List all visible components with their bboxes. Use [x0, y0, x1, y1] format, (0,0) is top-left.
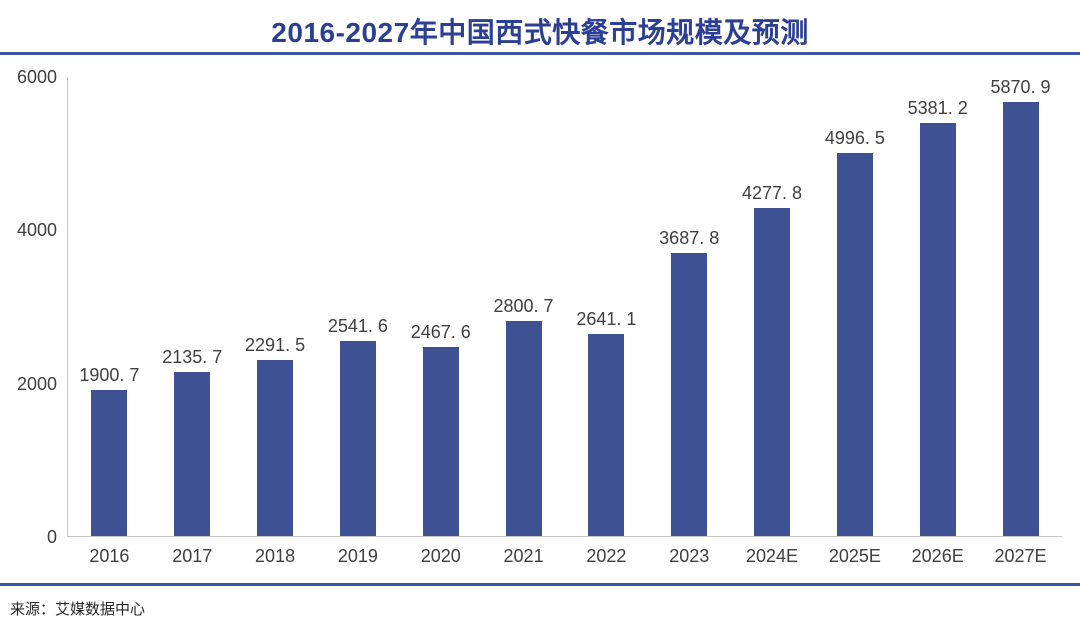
bar-value-label: 5381. 2	[907, 98, 968, 119]
bar-value-label: 2800. 7	[493, 296, 554, 317]
bar-group: 3687. 8	[648, 77, 731, 536]
title-divider	[0, 52, 1080, 55]
bar-group: 2135. 7	[151, 77, 234, 536]
x-tick-label: 2021	[503, 546, 544, 566]
bar-value-label: 2291. 5	[245, 335, 306, 356]
bar	[505, 321, 542, 536]
bar	[91, 390, 128, 536]
bottom-divider	[0, 583, 1080, 586]
x-tick-label: 2017	[172, 546, 213, 566]
x-tick-label: 2026E	[911, 546, 964, 566]
bar-group: 5870. 9	[979, 77, 1062, 536]
bar-value-label: 2541. 6	[327, 316, 388, 337]
x-tick-label: 2020	[420, 546, 461, 566]
bar-group: 4996. 5	[813, 77, 896, 536]
bar-value-label: 1900. 7	[79, 365, 140, 386]
bar	[174, 372, 211, 536]
bar-group: 2641. 1	[565, 77, 648, 536]
bar-group: 4277. 8	[731, 77, 814, 536]
bar-value-label: 2135. 7	[162, 347, 223, 368]
bar-value-label: 4277. 8	[742, 183, 803, 204]
bar-value-label: 2641. 1	[576, 308, 637, 329]
bar	[671, 253, 708, 536]
y-tick-label: 0	[46, 527, 57, 547]
y-tick-label: 4000	[16, 220, 57, 241]
x-tick-label: 2023	[669, 546, 710, 566]
bar-value-label: 5870. 9	[990, 77, 1051, 97]
x-axis: 2016 2017 2018 2019 2020 2021 2022 2023 2024E 202…	[68, 537, 1062, 567]
chart-area: 0 2000 4000 6000 1900. 7 2135. 7 2291. 5 2541.…	[12, 68, 1062, 546]
x-tick-label: 2024E	[746, 546, 799, 566]
bar	[919, 123, 956, 536]
bar-group: 2467. 6	[399, 77, 482, 536]
bar	[257, 360, 294, 536]
y-axis: 0 2000 4000 6000	[12, 68, 67, 546]
chart-title: 2016-2027年中国西式快餐市场规模及预测	[271, 17, 809, 48]
bar	[422, 346, 459, 536]
source-text: 来源：艾媒数据中心	[10, 601, 146, 618]
bar-group: 5381. 2	[896, 77, 979, 536]
x-tick-label: 2016	[89, 546, 130, 566]
bar	[588, 333, 625, 536]
y-tick-label: 6000	[16, 67, 57, 87]
bar	[1002, 102, 1039, 536]
bar-value-label: 2467. 6	[410, 321, 471, 342]
bar	[339, 341, 376, 536]
x-tick-label: 2019	[337, 546, 378, 566]
x-tick-label: 2018	[255, 546, 296, 566]
bar-group: 1900. 7	[68, 77, 151, 536]
x-tick-label: 2025E	[828, 546, 881, 566]
bar	[836, 152, 873, 536]
bar-group: 2800. 7	[482, 77, 565, 536]
bar	[754, 208, 791, 536]
y-tick-label: 2000	[16, 373, 57, 394]
bar-value-label: 4996. 5	[824, 127, 885, 148]
bar-value-label: 3687. 8	[659, 228, 720, 249]
bar-group: 2541. 6	[316, 77, 399, 536]
x-tick-label: 2022	[586, 546, 627, 566]
x-tick-label: 2027E	[994, 546, 1047, 566]
plot-area: 1900. 7 2135. 7 2291. 5 2541. 6 2467. 6 2800.…	[67, 77, 1062, 537]
bar-group: 2291. 5	[234, 77, 317, 536]
